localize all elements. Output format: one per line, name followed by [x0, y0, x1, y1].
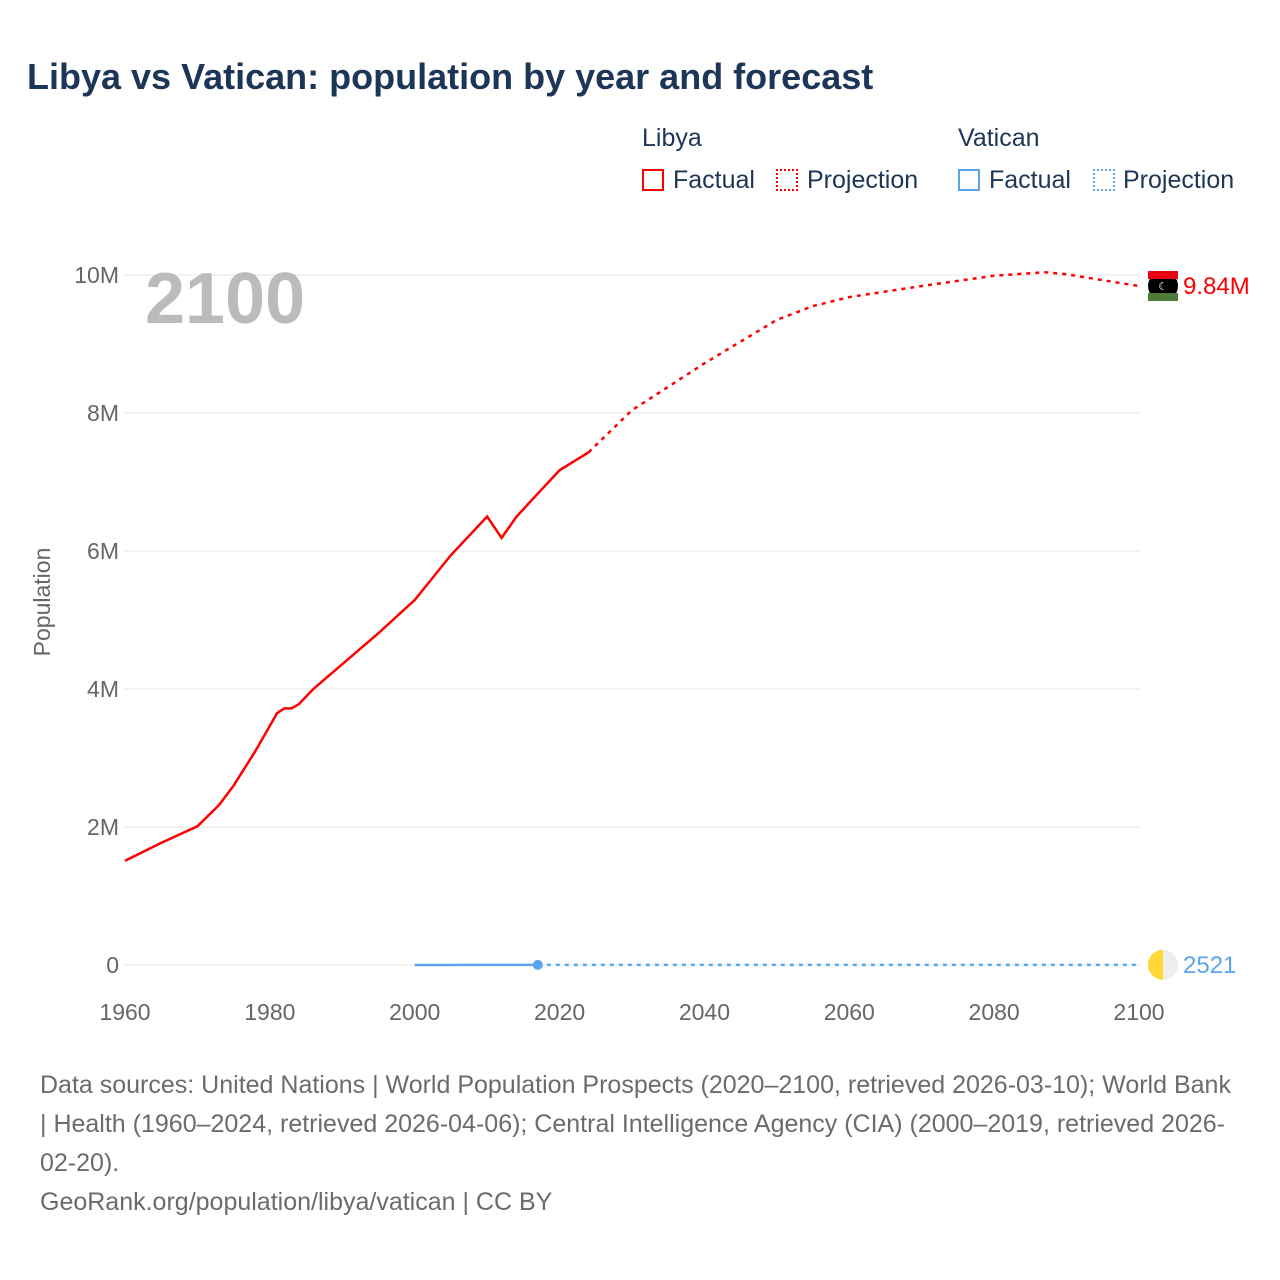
x-tick-label: 2100	[1113, 999, 1164, 1025]
libya-flag-crescent: ☾	[1158, 281, 1168, 293]
footer: Data sources: United Nations | World Pop…	[40, 1066, 1240, 1222]
chart-title: Libya vs Vatican: population by year and…	[27, 56, 874, 97]
vatican-flag-yellow	[1148, 949, 1163, 980]
legend-vatican-projection-swatch	[1093, 169, 1115, 191]
y-axis-label: Population	[29, 548, 55, 657]
legend-libya-title: Libya	[642, 124, 702, 152]
legend-libya-projection[interactable]: Projection	[807, 166, 919, 194]
y-tick-label: 0	[106, 952, 119, 978]
y-tick-label: 6M	[87, 538, 119, 564]
year-overlay: 2100	[145, 259, 305, 339]
x-tick-label: 1960	[99, 999, 150, 1025]
libya-projection-line	[587, 270, 1140, 454]
x-tick-label: 2040	[679, 999, 730, 1025]
x-tick-label: 2080	[969, 999, 1020, 1025]
legend-libya-projection-swatch	[776, 169, 798, 191]
legend-vatican-factual-swatch	[958, 169, 980, 191]
libya-flag-green-band	[1148, 293, 1178, 302]
y-tick-label: 10M	[74, 262, 119, 288]
vatican-latest-point	[532, 959, 543, 970]
legend-vatican-projection[interactable]: Projection	[1123, 166, 1235, 194]
x-tick-label: 2060	[824, 999, 875, 1025]
plot-area: 0 2M 4M 6M 8M 10M 1960 1980 2000 2020 2040 2060 2080…	[29, 259, 1250, 1025]
y-tick-label: 8M	[87, 400, 119, 426]
x-tick-label: 2000	[389, 999, 440, 1025]
legend-libya-factual[interactable]: Factual	[673, 166, 755, 194]
libya-flag-red-band	[1148, 271, 1178, 280]
y-tick-label: 2M	[87, 814, 119, 840]
source-link[interactable]: GeoRank.org/population/libya/vatican | C…	[40, 1188, 553, 1216]
vatican-end-label: 2521	[1183, 952, 1236, 979]
x-tick-label: 1980	[244, 999, 295, 1025]
legend-vatican-factual[interactable]: Factual	[989, 166, 1071, 194]
x-tick-label: 2020	[534, 999, 585, 1025]
libya-factual-line	[124, 451, 590, 862]
legend-libya-factual-swatch	[642, 169, 664, 191]
data-sources: Data sources: United Nations | World Pop…	[40, 1071, 1231, 1177]
y-tick-label: 4M	[87, 676, 119, 702]
legend-vatican-title: Vatican	[958, 124, 1040, 152]
libya-end-label: 9.84M	[1183, 273, 1250, 300]
